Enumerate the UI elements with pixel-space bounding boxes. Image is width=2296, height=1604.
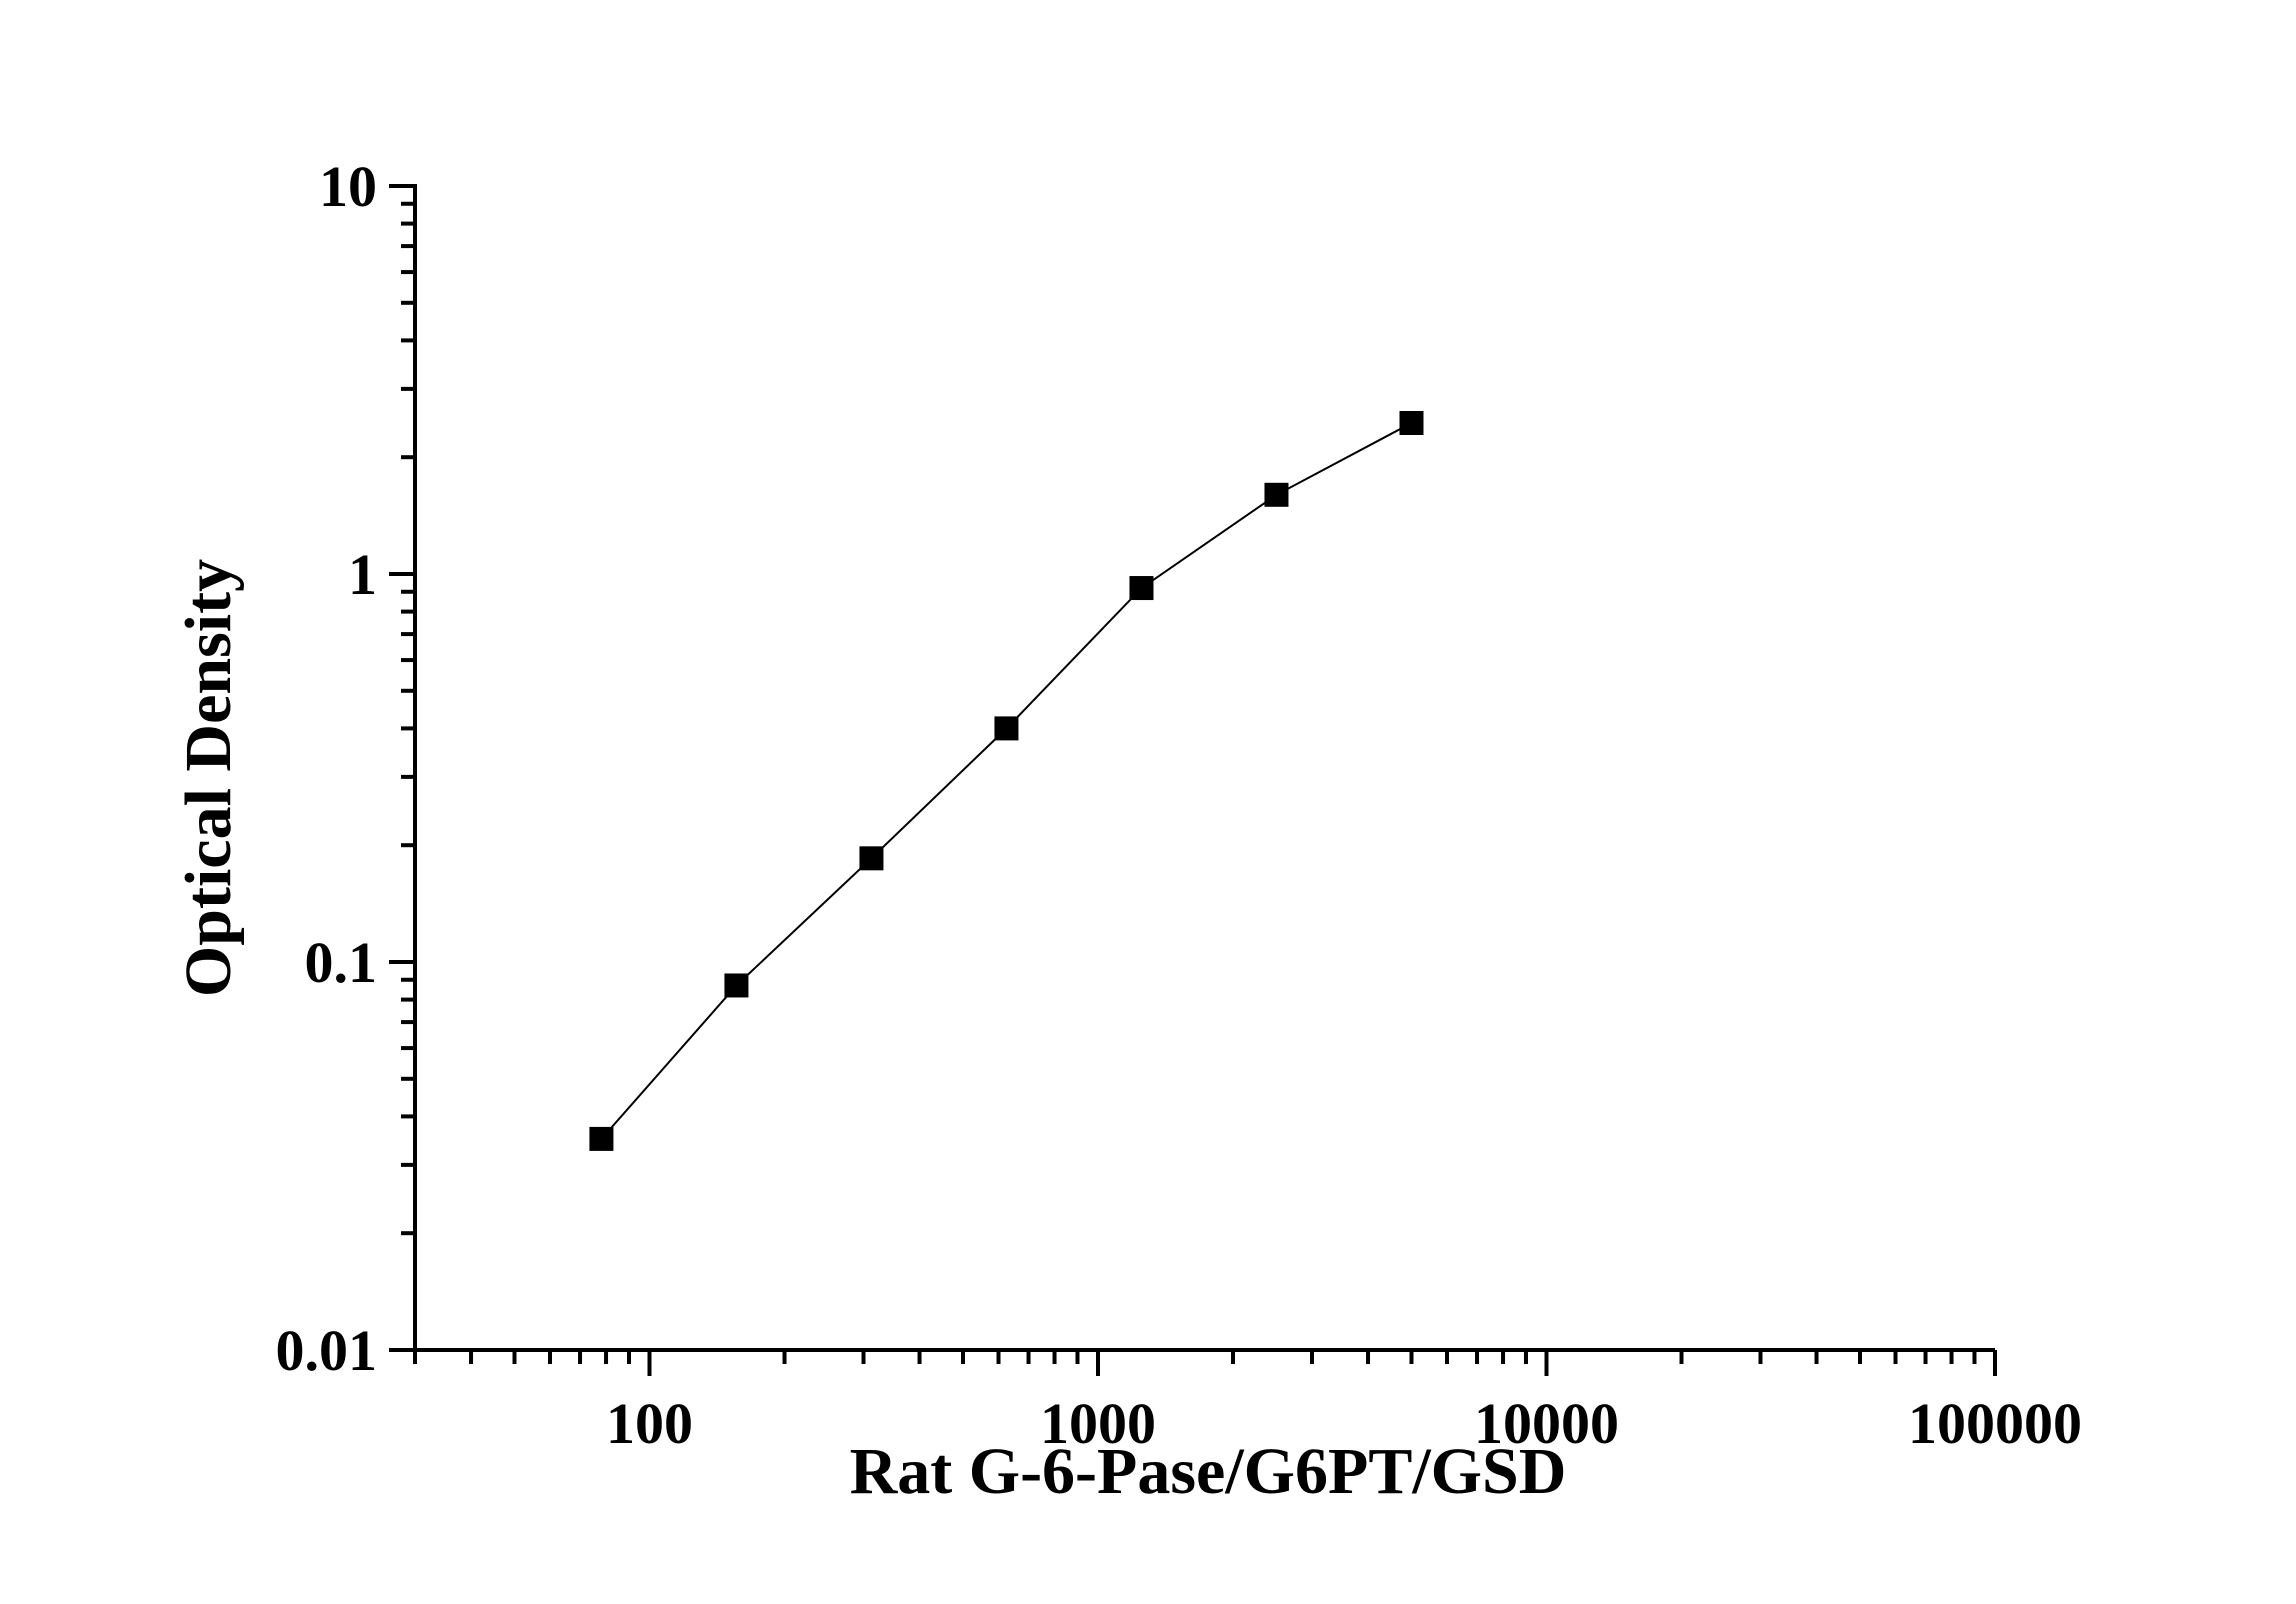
y-tick-label: 1 (348, 542, 377, 607)
x-tick-label: 100 (606, 1391, 693, 1456)
x-tick-label: 1000 (1040, 1391, 1156, 1456)
data-point-marker (589, 1126, 614, 1151)
data-point-marker (1264, 482, 1289, 507)
data-point-marker (859, 846, 884, 871)
data-point-marker (994, 716, 1019, 741)
y-axis-title: Optical Density (172, 559, 245, 997)
x-tick-label: 10000 (1474, 1391, 1619, 1456)
x-ticks: 100 1000 10000 100000 (413, 1350, 2082, 1456)
data-point-marker (1129, 576, 1154, 601)
data-point-marker (724, 973, 749, 998)
x-axis-title: Rat G-6-Pase/G6PT/GSD (850, 1435, 1567, 1508)
y-ticks: 0.01 0.1 1 10 (276, 154, 415, 1383)
series-line (600, 422, 1412, 1140)
y-tick-label: 10 (319, 154, 377, 219)
axes (413, 184, 1995, 1352)
y-tick-label: 0.01 (276, 1318, 378, 1383)
y-tick-label: 0.1 (305, 930, 378, 995)
series-group (589, 411, 1424, 1151)
data-point-marker (1399, 411, 1424, 436)
x-tick-label: 100000 (1908, 1391, 2082, 1456)
